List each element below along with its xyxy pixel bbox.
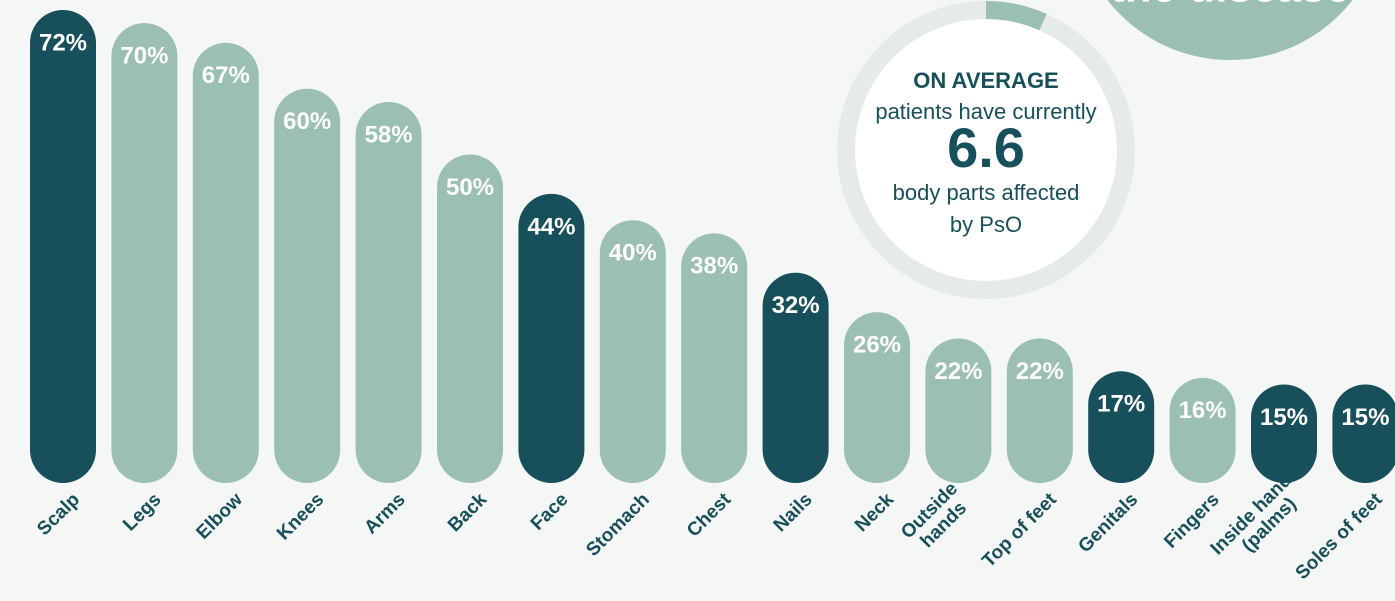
value-label: 16% (1179, 397, 1227, 424)
bar (1169, 377, 1236, 483)
value-label: 67% (202, 62, 250, 89)
value-label: 17% (1097, 391, 1145, 418)
corner-circle (1107, 0, 1353, 60)
bar (1006, 338, 1073, 483)
value-label: 22% (934, 358, 982, 385)
bar (925, 338, 992, 483)
value-label: 22% (1016, 358, 1064, 385)
bar (274, 88, 341, 484)
average-text: by PsO (950, 212, 1022, 237)
ring-segment (985, 0, 1047, 31)
value-label: 32% (772, 292, 820, 319)
value-label: 50% (446, 174, 494, 201)
value-label: 58% (365, 121, 413, 148)
average-text: patients have currently (875, 99, 1096, 124)
value-label: 40% (609, 240, 657, 267)
bar (355, 101, 422, 483)
bar (30, 9, 96, 484)
bar (844, 312, 910, 483)
bar (599, 220, 666, 483)
bar (1251, 384, 1317, 483)
value-label: 60% (283, 108, 331, 135)
value-label: 72% (39, 29, 87, 56)
bar (518, 193, 585, 484)
value-label: 15% (1260, 404, 1308, 431)
bar (1332, 384, 1395, 483)
bar (192, 42, 259, 484)
value-label: 44% (527, 213, 575, 240)
bar (437, 154, 503, 483)
value-label: 15% (1341, 404, 1389, 431)
bar (1088, 371, 1155, 483)
bar (111, 23, 178, 483)
average-heading: ON AVERAGE (913, 68, 1058, 93)
bar (681, 233, 748, 483)
average-value: 6.6 (947, 116, 1025, 179)
corner-text: the disease (1110, 0, 1350, 12)
value-label: 70% (120, 42, 168, 69)
value-label: 38% (690, 253, 738, 280)
average-text: body parts affected (893, 180, 1080, 205)
value-label: 26% (853, 332, 901, 359)
bar (762, 272, 829, 483)
